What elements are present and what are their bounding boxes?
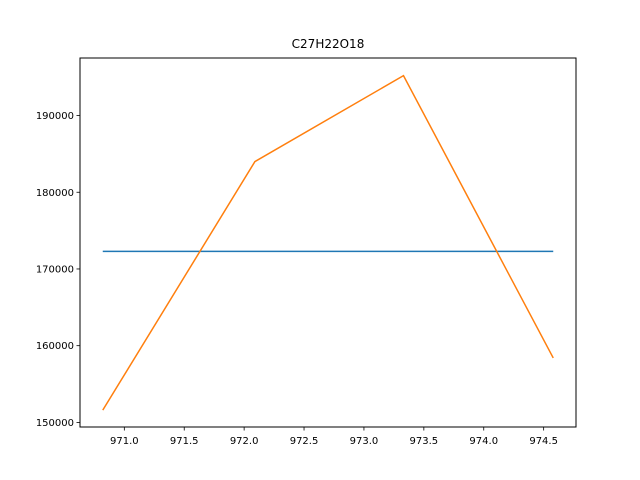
y-tick-label: 170000 — [36, 264, 74, 275]
y-tick-label: 180000 — [36, 188, 74, 199]
x-axis: 971.0 971.5 972.0 972.5 973.0 973.5 974.0 974.5 — [110, 427, 558, 447]
plot-area-frame — [79, 57, 577, 428]
y-axis: 150000 160000 170000 180000 190000 — [36, 111, 80, 429]
chart-title: C27H22O18 — [292, 37, 365, 51]
x-tick-label: 971.0 — [110, 436, 139, 447]
x-tick-label: 974.0 — [469, 436, 498, 447]
series-line-2 — [102, 74, 554, 411]
x-tick-label: 971.5 — [170, 436, 199, 447]
y-tick-label: 150000 — [36, 418, 74, 429]
y-tick-label: 190000 — [36, 111, 74, 122]
x-tick-label: 973.5 — [410, 436, 439, 447]
series-layer — [102, 74, 554, 411]
x-tick-label: 972.5 — [290, 436, 319, 447]
x-tick-label: 974.5 — [529, 436, 558, 447]
y-tick-label: 160000 — [36, 341, 74, 352]
x-tick-label: 973.0 — [350, 436, 379, 447]
x-tick-label: 972.0 — [230, 436, 259, 447]
